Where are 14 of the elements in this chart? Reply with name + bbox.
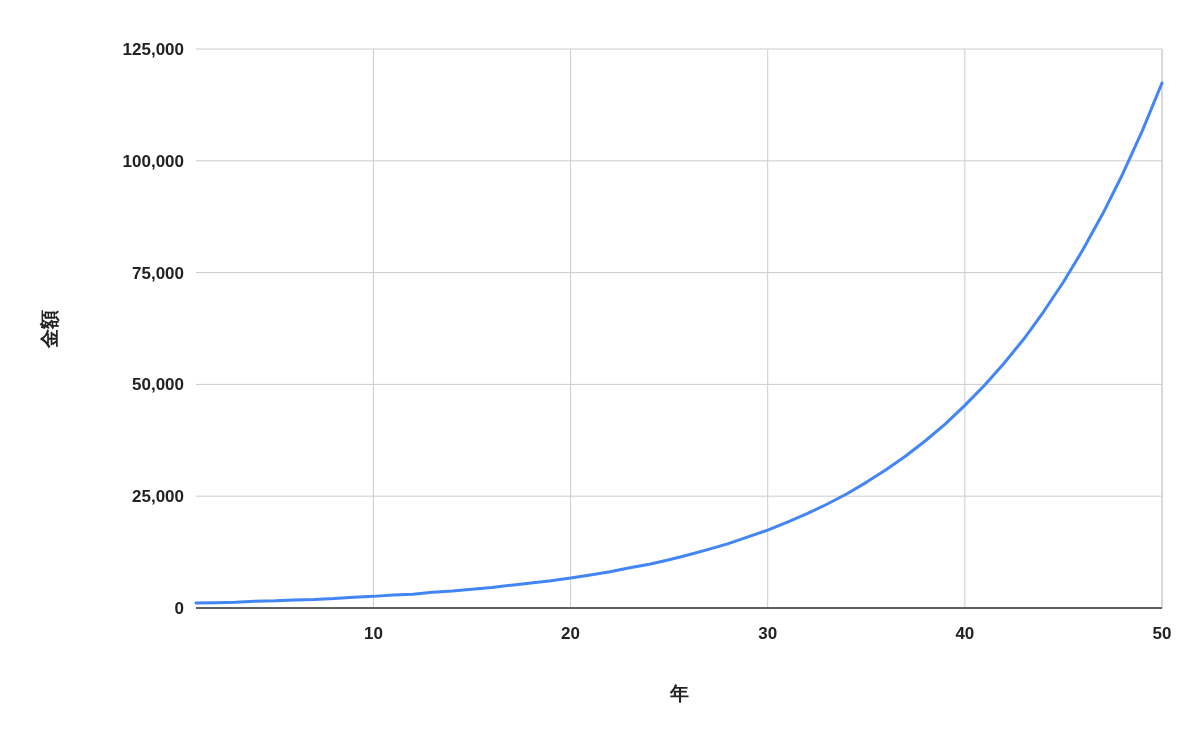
x-tick-label: 40 [955, 624, 975, 643]
y-tick-label: 25,000 [132, 487, 184, 507]
x-axis-title: 年 [668, 683, 689, 704]
y-axis-title: 金額 [39, 309, 60, 349]
x-tick-label: 50 [1152, 624, 1172, 643]
y-tick-label: 50,000 [132, 375, 184, 395]
y-tick-label: 125,000 [122, 39, 184, 59]
y-tick-label: 100,000 [122, 151, 184, 171]
x-tick-label: 20 [561, 624, 581, 643]
x-tick-label: 10 [363, 624, 383, 643]
x-tick-label: 30 [758, 624, 778, 643]
y-tick-label: 0 [174, 598, 184, 618]
line-series [194, 81, 1164, 605]
y-tick-label: 75,000 [132, 263, 184, 283]
